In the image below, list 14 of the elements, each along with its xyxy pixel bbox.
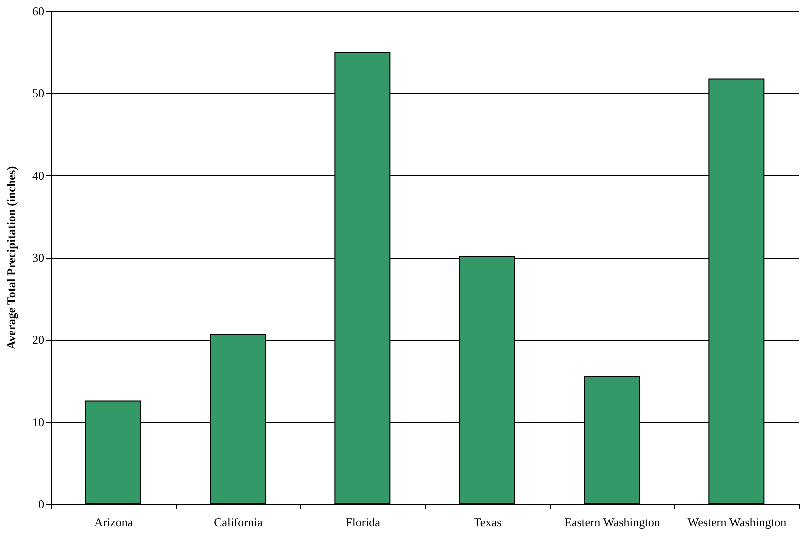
- x-tick-label: Florida: [346, 516, 382, 530]
- y-tick-label: 30: [32, 251, 44, 265]
- x-tick-label: Texas: [474, 516, 502, 530]
- x-tick-label: Western Washington: [688, 516, 787, 530]
- y-tick-label: 50: [32, 86, 44, 101]
- x-tick-label: Eastern Washington: [564, 516, 660, 530]
- x-tick-label: California: [214, 516, 264, 530]
- y-axis-title: Average Total Precipitation (inches): [4, 166, 18, 350]
- x-tick-label: Arizona: [94, 516, 134, 530]
- y-tick-label: 40: [32, 168, 44, 183]
- y-tick-label: 60: [32, 4, 44, 18]
- y-tick-label: 20: [32, 333, 44, 348]
- y-tick-label: 0: [38, 498, 44, 512]
- y-tick-label: 10: [32, 415, 44, 430]
